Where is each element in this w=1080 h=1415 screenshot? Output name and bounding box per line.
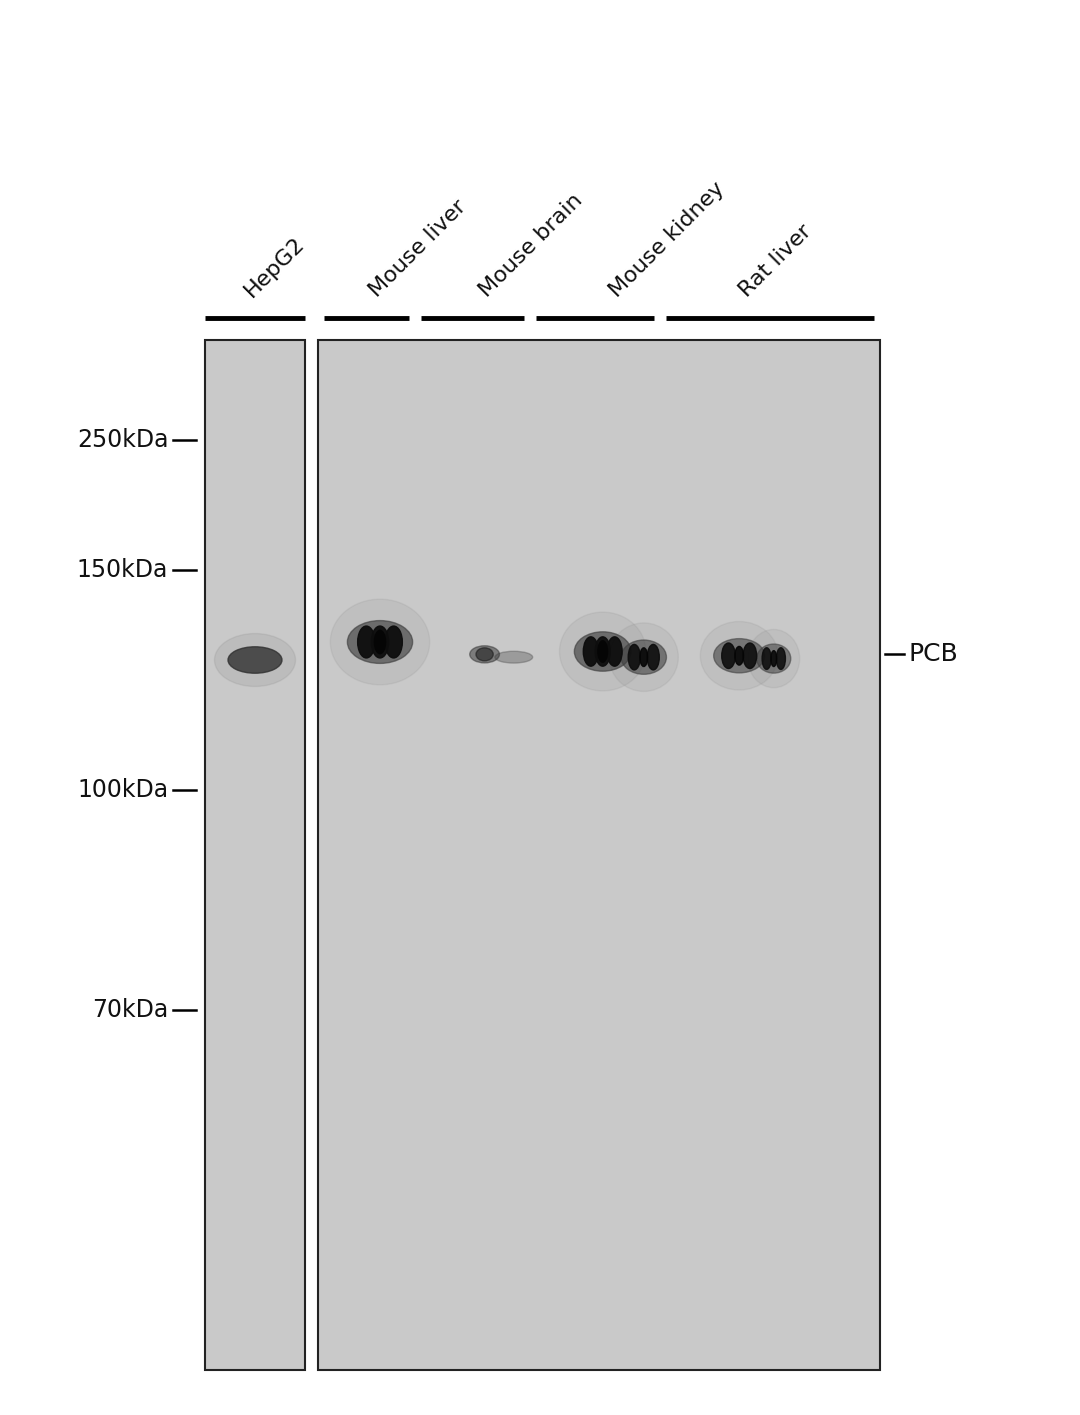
- Ellipse shape: [771, 651, 777, 666]
- Text: 150kDa: 150kDa: [77, 558, 168, 582]
- Ellipse shape: [348, 621, 413, 664]
- Text: Mouse brain: Mouse brain: [476, 190, 586, 301]
- Text: Mouse liver: Mouse liver: [366, 197, 470, 301]
- Ellipse shape: [757, 644, 791, 674]
- Ellipse shape: [777, 648, 785, 669]
- Ellipse shape: [228, 647, 282, 674]
- Text: 100kDa: 100kDa: [77, 778, 168, 802]
- Ellipse shape: [330, 599, 430, 685]
- Ellipse shape: [734, 647, 743, 665]
- Ellipse shape: [743, 642, 757, 668]
- Ellipse shape: [375, 630, 386, 654]
- Ellipse shape: [639, 648, 648, 666]
- Ellipse shape: [629, 644, 640, 669]
- Ellipse shape: [700, 621, 778, 691]
- Ellipse shape: [470, 645, 499, 662]
- Ellipse shape: [357, 625, 375, 658]
- Ellipse shape: [609, 623, 678, 692]
- Ellipse shape: [215, 634, 296, 686]
- Ellipse shape: [747, 630, 799, 688]
- Ellipse shape: [607, 637, 622, 666]
- Ellipse shape: [372, 625, 389, 658]
- Ellipse shape: [595, 637, 610, 666]
- Ellipse shape: [476, 648, 494, 661]
- Text: Rat liver: Rat liver: [735, 221, 815, 301]
- Ellipse shape: [714, 638, 765, 674]
- Ellipse shape: [583, 637, 598, 666]
- Ellipse shape: [762, 648, 771, 669]
- Ellipse shape: [559, 613, 646, 691]
- Ellipse shape: [598, 641, 608, 662]
- Text: Mouse kidney: Mouse kidney: [606, 178, 728, 301]
- Ellipse shape: [384, 625, 403, 658]
- Text: 250kDa: 250kDa: [77, 427, 168, 451]
- Ellipse shape: [647, 644, 659, 669]
- Ellipse shape: [575, 633, 631, 671]
- Text: 70kDa: 70kDa: [92, 998, 168, 1022]
- Bar: [205, 340, 305, 1370]
- Ellipse shape: [495, 651, 532, 664]
- Bar: [318, 340, 880, 1370]
- Ellipse shape: [721, 642, 735, 668]
- Text: PCB: PCB: [908, 642, 958, 666]
- Ellipse shape: [621, 640, 666, 675]
- Text: HepG2: HepG2: [241, 233, 309, 301]
